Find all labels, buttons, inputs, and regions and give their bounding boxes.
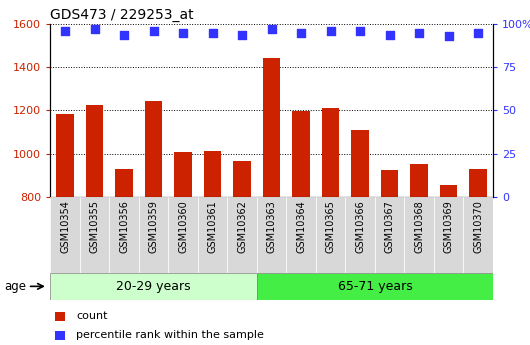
Bar bbox=[55, 331, 65, 340]
Point bbox=[208, 30, 217, 36]
Text: 65-71 years: 65-71 years bbox=[338, 280, 412, 293]
Bar bbox=[257, 197, 286, 273]
Bar bbox=[322, 108, 340, 197]
Bar bbox=[346, 197, 375, 273]
Bar bbox=[316, 197, 346, 273]
Point bbox=[356, 28, 365, 34]
Bar bbox=[55, 312, 65, 321]
Text: GSM10354: GSM10354 bbox=[60, 200, 70, 253]
Bar bbox=[204, 151, 222, 197]
Point bbox=[120, 32, 128, 37]
Text: GSM10363: GSM10363 bbox=[267, 200, 277, 253]
Bar bbox=[351, 130, 369, 197]
Text: 20-29 years: 20-29 years bbox=[116, 280, 191, 293]
Text: GSM10362: GSM10362 bbox=[237, 200, 247, 253]
Text: GSM10364: GSM10364 bbox=[296, 200, 306, 253]
Bar bbox=[263, 58, 280, 197]
Bar bbox=[292, 111, 310, 197]
Bar bbox=[286, 197, 316, 273]
Bar bbox=[174, 152, 192, 197]
Text: GSM10370: GSM10370 bbox=[473, 200, 483, 253]
Bar bbox=[198, 197, 227, 273]
Text: GSM10359: GSM10359 bbox=[148, 200, 158, 253]
Text: GSM10366: GSM10366 bbox=[355, 200, 365, 253]
Bar bbox=[257, 273, 493, 300]
Text: GSM10367: GSM10367 bbox=[385, 200, 395, 253]
Point bbox=[149, 28, 158, 34]
Text: GSM10365: GSM10365 bbox=[325, 200, 335, 253]
Bar bbox=[233, 161, 251, 197]
Text: GSM10368: GSM10368 bbox=[414, 200, 424, 253]
Point bbox=[444, 33, 453, 39]
Text: GSM10356: GSM10356 bbox=[119, 200, 129, 253]
Point bbox=[61, 28, 69, 34]
Bar bbox=[56, 114, 74, 197]
Bar bbox=[404, 197, 434, 273]
Point bbox=[238, 32, 246, 37]
Text: percentile rank within the sample: percentile rank within the sample bbox=[76, 331, 264, 341]
Bar bbox=[139, 197, 169, 273]
Text: GSM10369: GSM10369 bbox=[444, 200, 454, 253]
Bar bbox=[80, 197, 109, 273]
Point bbox=[415, 30, 423, 36]
Point bbox=[385, 32, 394, 37]
Text: age: age bbox=[4, 280, 26, 293]
Bar bbox=[375, 197, 404, 273]
Bar bbox=[109, 197, 139, 273]
Bar bbox=[440, 185, 457, 197]
Point bbox=[90, 27, 99, 32]
Bar bbox=[410, 164, 428, 197]
Point bbox=[474, 30, 482, 36]
Bar bbox=[50, 197, 80, 273]
Text: GDS473 / 229253_at: GDS473 / 229253_at bbox=[50, 8, 194, 22]
Bar bbox=[434, 197, 463, 273]
Point bbox=[267, 27, 276, 32]
Point bbox=[297, 30, 305, 36]
Bar bbox=[381, 170, 399, 197]
Text: GSM10361: GSM10361 bbox=[208, 200, 218, 253]
Bar bbox=[169, 197, 198, 273]
Bar bbox=[86, 105, 103, 197]
Point bbox=[326, 28, 335, 34]
Bar bbox=[145, 101, 163, 197]
Bar bbox=[115, 169, 133, 197]
Point bbox=[179, 30, 188, 36]
Text: count: count bbox=[76, 312, 108, 322]
Bar bbox=[463, 197, 493, 273]
Text: GSM10360: GSM10360 bbox=[178, 200, 188, 253]
Bar bbox=[469, 169, 487, 197]
Bar bbox=[50, 273, 257, 300]
Text: GSM10355: GSM10355 bbox=[90, 200, 100, 254]
Bar bbox=[227, 197, 257, 273]
